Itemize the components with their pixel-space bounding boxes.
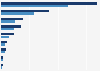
Bar (1, 18, 23, 20)
Bar (1, 33, 14, 36)
Bar (1, 36, 9, 38)
Bar (1, 43, 5, 46)
Bar (1, 66, 2, 69)
Bar (1, 2, 97, 5)
Bar (1, 48, 6, 51)
Bar (1, 28, 14, 30)
Bar (1, 41, 7, 43)
Bar (1, 59, 3, 61)
Bar (1, 64, 3, 66)
Bar (1, 5, 68, 7)
Bar (1, 25, 21, 28)
Bar (1, 20, 15, 23)
Bar (1, 12, 34, 15)
Bar (1, 10, 49, 12)
Bar (1, 56, 3, 59)
Bar (1, 51, 4, 53)
